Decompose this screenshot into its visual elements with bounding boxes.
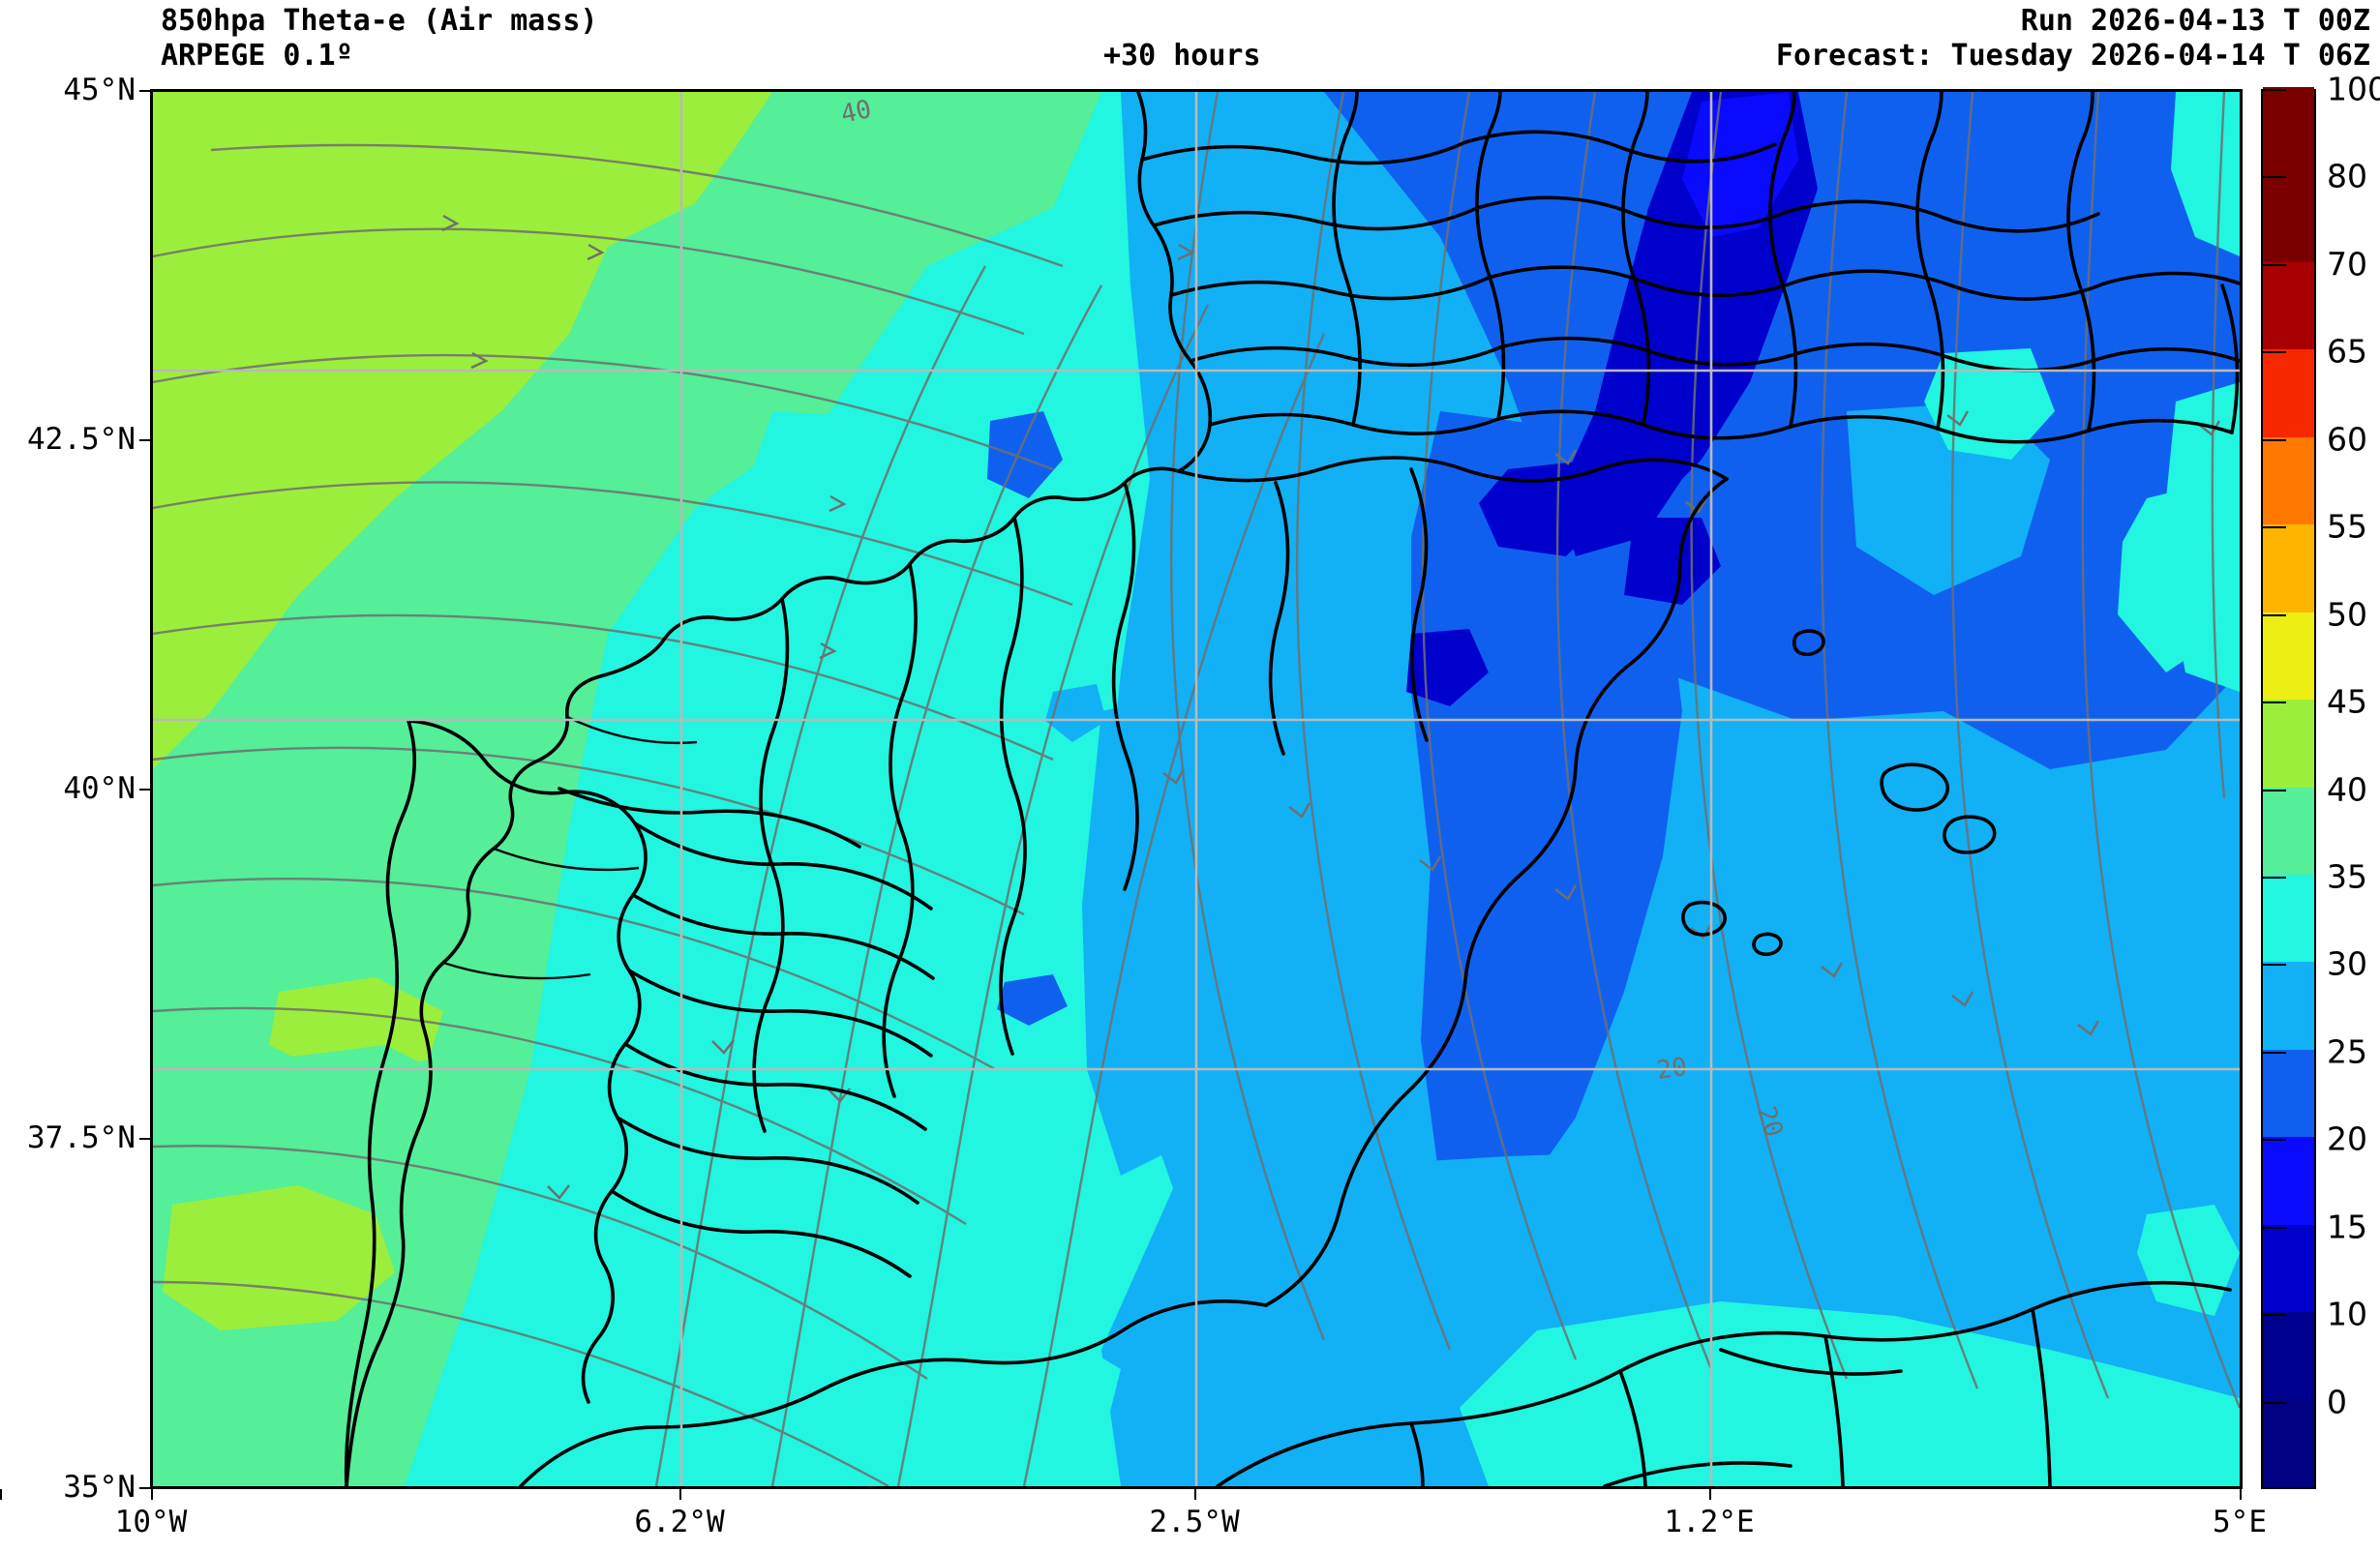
page-title: 850hpa Theta-e (Air mass) [161,4,598,38]
colorbar-band [2263,87,2314,175]
model-subtitle: ARPEGE 0.1º [161,39,353,73]
colorbar-band [2263,261,2314,350]
colorbar-tick-label: 45 [2327,682,2367,721]
x-axis-label-62w: 6.2°W [634,1505,725,1539]
colorbar-band [2263,1224,2314,1313]
forecast-time-label: Forecast: Tuesday 2026-04-14 T 06Z [1775,39,2370,73]
colorbar-tick [2261,89,2286,91]
x-tick [1194,1489,1196,1500]
map-plot-area: 40 20 20 [150,89,2243,1489]
colorbar-band [2263,612,2314,701]
x-axis-label-25w: 2.5°W [1149,1505,1240,1539]
x-axis-label-5e: 5°E [2213,1505,2267,1539]
y-tick [139,1138,150,1140]
x-tick [0,1489,2,1500]
colorbar-tick [2261,176,2286,179]
colorbar-tick-label: 60 [2327,420,2367,459]
colorbar-tick-label: 10 [2327,1295,2367,1333]
colorbar-band [2263,700,2314,788]
colorbar-tick-label: 25 [2327,1032,2367,1071]
x-tick [2240,1489,2242,1500]
colorbar-band [2263,174,2314,262]
y-tick [139,439,150,441]
colorbar-tick [2261,263,2286,266]
colorbar-band [2263,524,2314,612]
theta-e-field-map: 40 20 20 [153,92,2240,1486]
colorbar-tick [2261,1139,2286,1142]
y-axis-label-45n: 45°N [63,73,136,107]
x-tick [1709,1489,1711,1500]
colorbar-tick-label: 55 [2327,507,2367,546]
colorbar-tick [2261,1401,2286,1404]
colorbar-tick-label: 50 [2327,595,2367,634]
colorbar-band [2263,962,2314,1050]
colorbar-band [2263,787,2314,875]
colorbar-band [2263,349,2314,437]
colorbar-band [2263,1137,2314,1225]
colorbar-tick-label: 0 [2327,1383,2347,1421]
colorbar-tick-label: 15 [2327,1208,2367,1246]
y-axis-label-35n: 35°N [63,1470,136,1505]
colorbar-tick-label: 35 [2327,857,2367,896]
colorbar-tick [2261,613,2286,616]
colorbar-band [2263,436,2314,525]
y-tick [139,789,150,791]
colorbar-tick [2261,876,2286,879]
colorbar-tick [2261,701,2286,704]
x-axis-label-10w: 10°W [114,1505,188,1539]
colorbar-band [2263,1312,2314,1400]
header-bar: 850hpa Theta-e (Air mass) ARPEGE 0.1º +3… [0,0,2380,73]
colorbar-tick [2261,1314,2286,1317]
colorbar-tick-label: 30 [2327,944,2367,983]
colorbar-tick-label: 20 [2327,1119,2367,1158]
x-tick [151,1489,153,1500]
colorbar-band [2263,1399,2314,1487]
colorbar-tick [2261,964,2286,967]
colorbar-tick-label: 80 [2327,157,2367,195]
colorbar [2261,87,2316,1489]
colorbar-tick-label: 70 [2327,245,2367,284]
colorbar-band [2263,1049,2314,1138]
colorbar-tick [2261,1051,2286,1054]
run-time-label: Run 2026-04-13 T 00Z [2020,4,2370,38]
lead-time-label: +30 hours [1103,39,1261,73]
colorbar-tick [2261,1226,2286,1229]
x-tick [679,1489,681,1500]
colorbar-tick [2261,789,2286,791]
y-axis-label-40n: 40°N [63,771,136,806]
x-axis-label-12e: 1.2°E [1664,1505,1755,1539]
colorbar-tick-label: 100 [2327,70,2380,108]
colorbar-tick [2261,438,2286,441]
svg-text:40: 40 [838,95,874,130]
y-tick [139,1487,150,1489]
colorbar-tick-label: 65 [2327,332,2367,371]
y-axis-label-425n: 42.5°N [27,422,136,457]
colorbar-band [2263,874,2314,963]
y-tick [139,90,150,92]
colorbar-tick [2261,526,2286,529]
colorbar-tick [2261,351,2286,354]
colorbar-tick-label: 40 [2327,770,2367,808]
y-axis-label-375n: 37.5°N [27,1120,136,1155]
